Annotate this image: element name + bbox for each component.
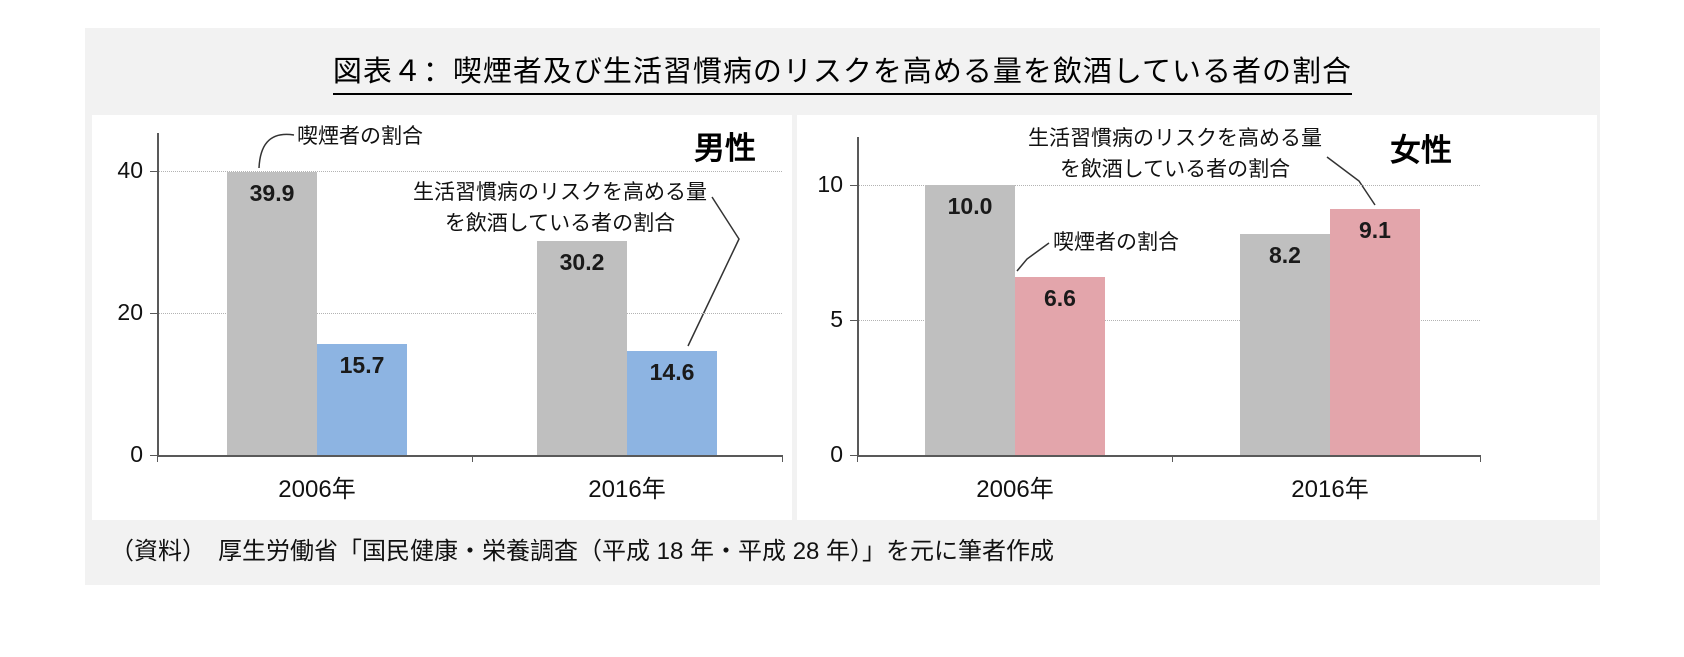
bar-smoker-2016年	[537, 241, 627, 455]
y-axis-tick-label: 0	[130, 441, 143, 467]
x-axis-tick-mark	[1480, 455, 1481, 462]
bar-value-label: 30.2	[559, 249, 605, 275]
male-label: 男性	[694, 131, 756, 166]
bar-value-label: 10.0	[947, 193, 993, 219]
x-axis-category-label: 2006年	[976, 476, 1054, 503]
x-axis-tick-mark	[157, 455, 158, 462]
y-gridline	[857, 320, 1480, 321]
x-axis-line	[157, 455, 782, 457]
bar-value-label: 9.1	[1359, 217, 1391, 243]
x-axis-category-label: 2016年	[1291, 476, 1369, 503]
y-axis-tick-label: 40	[117, 157, 143, 183]
bar-value-label: 14.6	[649, 359, 695, 385]
figure-title: 図表４：喫煙者及び生活習慣病のリスクを高める量を飲酒している者の割合	[332, 48, 1353, 95]
y-axis-tick-label: 10	[817, 171, 843, 197]
y-axis-line	[157, 133, 159, 455]
bar-value-label: 39.9	[249, 180, 295, 206]
drinker-share-annotation: 生活習慣病のリスクを高める量 を飲酒している者の割合	[1025, 123, 1325, 185]
bar-value-label: 6.6	[1044, 285, 1076, 311]
bar-smoker-2006年	[227, 172, 317, 455]
drinker-annotation-line2: を飲酒している者の割合	[1059, 158, 1291, 181]
x-axis-category-label: 2006年	[278, 476, 356, 503]
y-axis-tick-mark	[850, 185, 857, 186]
male-chart-panel: 男性 喫煙者の割合 生活習慣病のリスクを高める量 を飲酒している者の割合 0 20…	[92, 115, 792, 520]
drinker-share-annotation: 生活習慣病のリスクを高める量 を飲酒している者の割合	[410, 177, 710, 239]
smoker-share-annotation: 喫煙者の割合	[297, 125, 423, 148]
y-axis-tick-mark	[150, 171, 157, 172]
drinker-annotation-line2: を飲酒している者の割合	[444, 212, 676, 235]
x-axis-tick-mark	[857, 455, 858, 462]
smoker-share-annotation: 喫煙者の割合	[1053, 231, 1179, 254]
female-label: 女性	[1390, 133, 1452, 168]
y-axis-tick-mark	[850, 320, 857, 321]
x-axis-tick-mark	[782, 455, 783, 462]
y-gridline	[157, 171, 782, 172]
y-gridline	[157, 313, 782, 314]
x-axis-category-label: 2016年	[588, 476, 666, 503]
drinker-annotation-line1: 生活習慣病のリスクを高める量	[413, 181, 707, 204]
bar-value-label: 15.7	[339, 352, 385, 378]
y-axis-tick-label: 20	[117, 299, 143, 325]
annotation-connectors	[258, 133, 740, 347]
bar-drinker-2016年	[627, 351, 717, 455]
drinker-callout-line	[1326, 156, 1376, 206]
y-gridline	[857, 185, 1480, 186]
x-axis-tick-mark	[1172, 455, 1173, 462]
y-axis-tick-label: 5	[830, 306, 843, 332]
x-axis-line	[857, 455, 1480, 457]
y-axis-tick-mark	[150, 313, 157, 314]
bar-drinker-2016年	[1330, 209, 1420, 455]
y-axis-tick-label: 0	[830, 441, 843, 467]
y-axis-tick-mark	[850, 455, 857, 456]
y-axis-line	[857, 137, 859, 455]
smoker-callout-line	[1016, 242, 1050, 272]
figure-card: 図表４：喫煙者及び生活習慣病のリスクを高める量を飲酒している者の割合 男性 喫煙…	[85, 28, 1600, 585]
bar-value-label: 8.2	[1269, 242, 1301, 268]
bar-smoker-2006年	[925, 185, 1015, 455]
x-axis-tick-mark	[472, 455, 473, 462]
source-note: （資料） 厚生労働省「国民健康・栄養調査（平成 18 年・平成 28 年）」を元…	[110, 538, 1055, 565]
bar-drinker-2006年	[1015, 277, 1105, 455]
y-axis-tick-mark	[150, 455, 157, 456]
smoker-callout-line	[258, 133, 295, 169]
female-chart-panel: 女性 生活習慣病のリスクを高める量 を飲酒している者の割合 喫煙者の割合 0 5 1…	[797, 115, 1597, 520]
drinker-annotation-line1: 生活習慣病のリスクを高める量	[1028, 127, 1322, 150]
bar-smoker-2016年	[1240, 234, 1330, 455]
bar-drinker-2006年	[317, 344, 407, 455]
title-row: 図表４：喫煙者及び生活習慣病のリスクを高める量を飲酒している者の割合	[85, 48, 1600, 95]
